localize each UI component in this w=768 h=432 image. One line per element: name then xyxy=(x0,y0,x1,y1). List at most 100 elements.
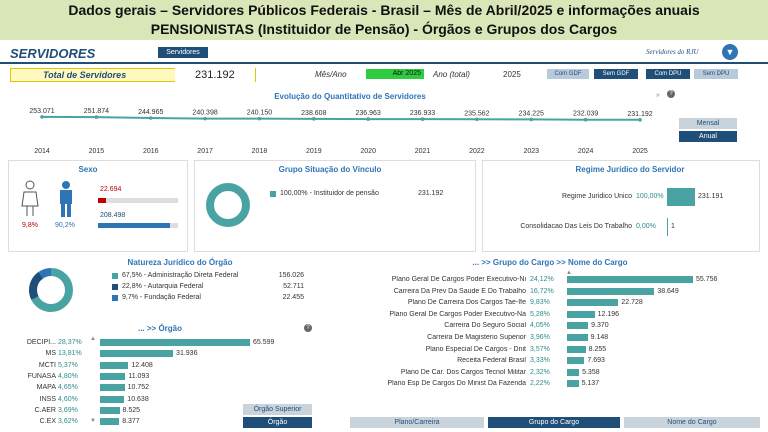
cargo-row-value: 55.756 xyxy=(696,276,718,283)
evolution-point[interactable] xyxy=(203,116,207,121)
evolution-point[interactable] xyxy=(529,117,534,122)
evolution-point[interactable] xyxy=(366,117,370,121)
evolution-value-label: 240.398 xyxy=(192,110,217,117)
evolution-point[interactable] xyxy=(257,116,262,121)
evolution-point[interactable] xyxy=(638,118,642,122)
masc-bar-track xyxy=(98,223,178,228)
natureza-legend-label: 9,7% - Fundação Federal xyxy=(122,294,201,301)
anual-button[interactable]: Anual xyxy=(679,131,737,142)
cargo-bar[interactable] xyxy=(567,380,579,388)
sem-gdf-button[interactable]: Sem GDF xyxy=(594,69,638,79)
orgao-superior-button[interactable]: Órgão Superior xyxy=(243,404,312,415)
evolution-year-label: 2016 xyxy=(143,148,159,155)
cargo-row-value: 22.728 xyxy=(621,299,643,307)
natureza-legend-label: 22,8% - Autarquia Federal xyxy=(122,283,204,290)
natureza-slice[interactable] xyxy=(29,268,73,312)
com-dpu-button[interactable]: Com DPU xyxy=(646,69,690,79)
cargo-bar[interactable] xyxy=(567,310,595,318)
cargo-row-value: 7.693 xyxy=(587,357,605,365)
orgao-row-pct: 3,62% xyxy=(58,418,78,426)
cargo-row-pct: 2,22% xyxy=(530,380,550,388)
orgao-bar[interactable] xyxy=(100,361,129,369)
ano-total-select[interactable]: 2025 xyxy=(503,70,521,79)
cargo-row-label: Plano Especial De Cargos - Dnit xyxy=(425,345,526,353)
male-figure-icon xyxy=(60,181,72,217)
cargo-bar[interactable] xyxy=(567,357,585,365)
fem-value: 22.694 xyxy=(100,186,122,193)
evolution-point[interactable] xyxy=(583,117,588,122)
cargo-row-label: Plano De Carreira Dos Cargos Tae-Ife xyxy=(407,299,526,307)
regime-bar[interactable] xyxy=(667,188,695,206)
orgao-bar[interactable] xyxy=(100,350,174,358)
orgao-bar[interactable] xyxy=(100,395,125,403)
cargo-row-pct: 3,96% xyxy=(530,334,550,341)
evolution-point[interactable] xyxy=(40,115,44,119)
help-icon[interactable]: ? xyxy=(667,90,675,98)
vinculo-panel xyxy=(194,160,476,252)
evolution-value-label: 235.562 xyxy=(464,110,489,117)
regime-panel xyxy=(482,160,760,252)
cargo-scroll-up-icon[interactable]: ▲ xyxy=(566,270,572,276)
orgao-title: ... >> Órgão xyxy=(137,324,182,333)
cargo-bar[interactable] xyxy=(567,299,619,307)
cargo-row-pct: 16,72% xyxy=(530,287,554,295)
banner-line2: PENSIONISTAS (Instituidor de Pensão) - Ó… xyxy=(150,21,618,37)
cargo-row-value: 38.649 xyxy=(657,287,679,295)
sexo-panel xyxy=(8,160,188,252)
orgao-row-value: 10.638 xyxy=(127,395,149,403)
sem-dpu-button[interactable]: Sem DPU xyxy=(694,69,738,79)
evolution-point[interactable] xyxy=(312,117,316,121)
cargo-bar[interactable] xyxy=(567,368,580,376)
orgao-bar[interactable] xyxy=(100,406,120,414)
masc-value: 208.498 xyxy=(100,212,126,219)
evolution-value-label: 253.071 xyxy=(29,108,54,115)
cargo-bar[interactable] xyxy=(567,276,693,283)
orgao-bar[interactable] xyxy=(100,339,250,346)
regime-row-value: 1 xyxy=(671,223,675,230)
nav-forward-icon[interactable]: » xyxy=(656,92,660,99)
scroll-up-icon[interactable]: ▲ xyxy=(90,336,96,342)
evolution-point[interactable] xyxy=(94,115,99,119)
filter-dropdown-icon[interactable]: ▼ xyxy=(722,44,738,60)
cargo-row-label: Carreira Da Prev Da Saude E Do Trabalho xyxy=(393,287,526,295)
cargo-bar[interactable] xyxy=(567,345,586,353)
vinculo-legend-swatch xyxy=(270,191,276,197)
cargo-row-pct: 4,05% xyxy=(530,322,550,330)
tab-grupo-do-cargo[interactable]: Grupo do Cargo xyxy=(488,417,620,428)
cargo-row-pct: 3,57% xyxy=(530,345,550,353)
tab-servidores[interactable]: Servidores xyxy=(158,47,208,58)
regime-bar[interactable] xyxy=(667,218,668,236)
cargo-bar[interactable] xyxy=(567,287,655,295)
cargo-row-label: Plano De Car. Dos Cargos Tecnol Militar xyxy=(400,368,526,376)
orgao-row-value: 10.752 xyxy=(127,384,150,392)
evolution-point[interactable] xyxy=(148,116,153,120)
evolution-value-label: 244.965 xyxy=(138,109,163,116)
cargo-bar[interactable] xyxy=(567,334,588,341)
mensal-button[interactable]: Mensal xyxy=(679,118,737,129)
scroll-down-icon[interactable]: ▼ xyxy=(90,418,96,424)
orgao-bar[interactable] xyxy=(100,372,126,380)
evolution-year-label: 2018 xyxy=(252,148,268,155)
natureza-slice[interactable] xyxy=(29,268,73,312)
mes-ano-select[interactable]: Abr 2025 xyxy=(366,69,424,79)
evolution-point[interactable] xyxy=(420,117,425,121)
orgao-button[interactable]: Órgão xyxy=(243,417,312,428)
orgao-row-value: 31.936 xyxy=(176,350,198,358)
orgao-help-icon[interactable]: ? xyxy=(304,324,312,332)
orgao-bar[interactable] xyxy=(100,384,125,392)
orgao-row-value: 8.377 xyxy=(122,418,140,426)
evolution-year-label: 2014 xyxy=(34,148,50,155)
cargo-bar[interactable] xyxy=(567,322,589,330)
tab-plano-carreira[interactable]: Plano/Carreira xyxy=(350,417,484,428)
evolution-point[interactable] xyxy=(475,117,479,122)
com-gdf-button[interactable]: Com GDF xyxy=(547,69,589,79)
tab-nome-do-cargo[interactable]: Nome do Cargo xyxy=(624,417,760,428)
evolution-value-label: 238.608 xyxy=(301,110,326,117)
orgao-bar[interactable] xyxy=(100,418,120,426)
evolution-value-label: 232.039 xyxy=(573,111,598,118)
vinculo-title: Grupo Situação do Vínculo xyxy=(278,165,382,174)
rju-label: Servidores do RJU xyxy=(646,48,699,56)
vinculo-donut xyxy=(206,183,250,227)
regime-row-value: 231.191 xyxy=(698,193,724,200)
banner-line1: Dados gerais – Servidores Públicos Feder… xyxy=(68,2,700,18)
